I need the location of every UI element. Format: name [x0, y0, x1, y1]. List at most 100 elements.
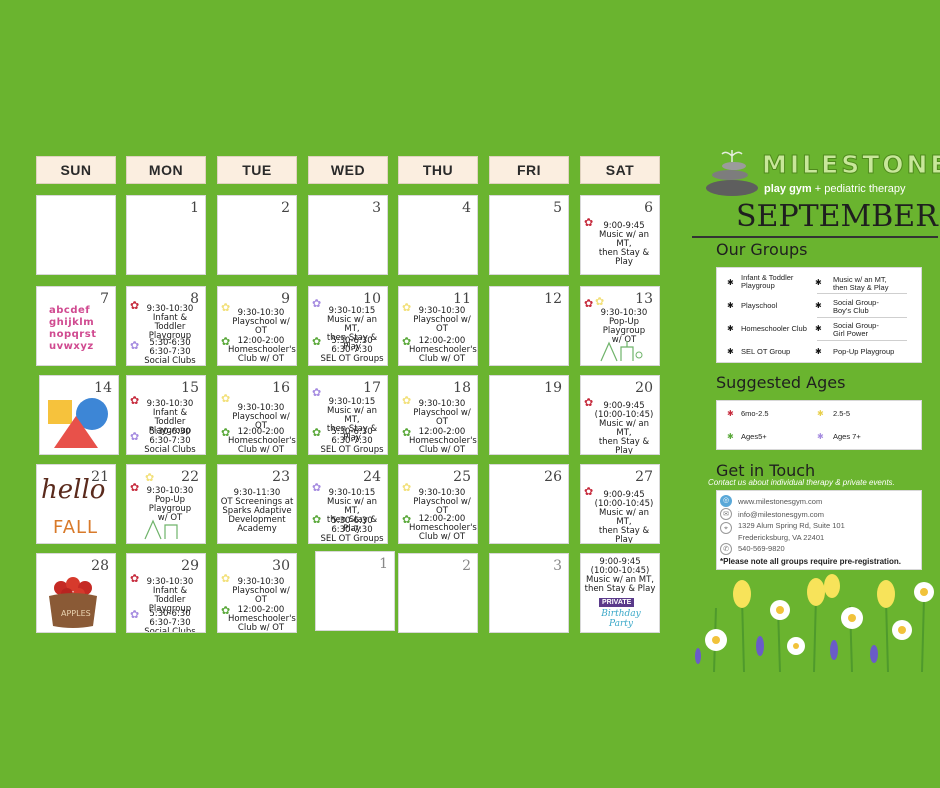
- event-text: 9:30-10:30 Playschool w/ OT: [232, 577, 290, 605]
- day-cell-24[interactable]: 24 ✿ 9:30-10:15 Music w/ an MT, then Sta…: [308, 464, 388, 544]
- day-number: 19: [544, 380, 562, 396]
- red-star-icon: ✱: [727, 409, 734, 418]
- day-cell-19[interactable]: 19: [489, 375, 569, 455]
- event-text: 5:30-6:30 6:30-7:30 SEL OT Groups: [320, 516, 384, 544]
- day-number: 12: [544, 291, 562, 307]
- group-label: Music w/ an MT, then Stay & Play: [833, 275, 889, 292]
- red-flower-icon: ✿: [130, 395, 140, 407]
- day-cell-26[interactable]: 26: [489, 464, 569, 544]
- day-cell-21[interactable]: 21 hello FALL: [36, 464, 116, 544]
- spring-flowers-icon: [695, 574, 934, 672]
- green-flower-icon: ✿: [402, 336, 412, 348]
- day-cell-23[interactable]: 23 9:30-11:30 OT Screenings at Sparks Ad…: [217, 464, 297, 544]
- day-cell-next-3[interactable]: 3: [489, 553, 569, 633]
- day-cell-28[interactable]: 28 APPLES: [36, 553, 116, 633]
- website-link[interactable]: www.milestonesgym.com: [738, 497, 823, 506]
- day-cell-3[interactable]: 3: [308, 195, 388, 275]
- day-cell-25[interactable]: 25 ✿ 9:30-10:30 Playschool w/ OT ✿ 12:00…: [398, 464, 478, 544]
- day-cell-27[interactable]: 27 ✿ 9:00-9:45 (10:00-10:45) Music w/ an…: [580, 464, 660, 544]
- day-cell-13[interactable]: 13 ✿ ✿ 9:30-10:30 Pop-Up Playgroup w/ OT: [580, 286, 660, 366]
- day-number: 4: [462, 200, 471, 216]
- yellow-flower-icon: ✿: [402, 482, 412, 494]
- day-cell-1[interactable]: 1: [126, 195, 206, 275]
- purple-flower-icon: ✿: [130, 609, 140, 621]
- day-cell-29[interactable]: 29 ✿ 9:30-10:30 Infant & Toddler Playgro…: [126, 553, 206, 633]
- day-cell-18[interactable]: 18 ✿ 9:30-10:30 Playschool w/ OT ✿ 12:00…: [398, 375, 478, 455]
- day-cell-14[interactable]: 14: [39, 375, 119, 455]
- event-text: 12:00-2:00 Homeschooler's Club w/ OT: [409, 427, 477, 455]
- day-cell-sat-event[interactable]: 9:00-9:45 (10:00-10:45) Music w/ an MT, …: [580, 553, 660, 633]
- day-number: 6: [644, 200, 653, 216]
- event-text: 9:00-9:45 (10:00-10:45) Music w/ an MT, …: [584, 557, 656, 594]
- day-header-wed: WED: [308, 156, 388, 184]
- event-text: 9:30-10:30 Playschool w/ OT: [232, 403, 290, 431]
- day-cell-empty: [36, 195, 116, 275]
- group-label: Playschool: [741, 301, 778, 310]
- group-label: SEL OT Group: [741, 347, 791, 356]
- day-cell-11[interactable]: 11 ✿ 9:30-10:30 Playschool w/ OT ✿ 12:00…: [398, 286, 478, 366]
- event-text: 9:30-10:30 Playschool w/ OT: [413, 399, 471, 427]
- star-icon: ✱: [727, 347, 734, 356]
- email-link[interactable]: info@milestonesgym.com: [738, 510, 824, 519]
- event-text: 5:30-6:30 6:30-7:30 SEL OT Groups: [320, 336, 384, 364]
- age-label: Ages5+: [741, 432, 767, 441]
- hello-fall-text: hello: [41, 475, 106, 505]
- yellow-flower-icon: ✿: [221, 302, 231, 314]
- green-flower-icon: ✿: [312, 427, 322, 439]
- day-cell-22[interactable]: 22 ✿ ✿ 9:30-10:30 Pop-Up Playgroup w/ OT: [126, 464, 206, 544]
- day-number: 29: [181, 558, 199, 574]
- purple-flower-icon: ✿: [312, 298, 322, 310]
- green-flower-icon: ✿: [312, 514, 322, 526]
- day-cell-10[interactable]: 10 ✿ 9:30-10:15 Music w/ an MT, then Sta…: [308, 286, 388, 366]
- day-cell-5[interactable]: 5: [489, 195, 569, 275]
- event-text: 9:30-10:30 Playschool w/ OT: [232, 308, 290, 336]
- event-text: 9:00-9:45 (10:00-10:45) Music w/ an MT, …: [594, 490, 654, 544]
- day-cell-12[interactable]: 12: [489, 286, 569, 366]
- yellow-star-icon: ✱: [817, 409, 824, 418]
- contact-box: [716, 490, 922, 570]
- day-cell-4[interactable]: 4: [398, 195, 478, 275]
- green-flower-icon: ✿: [402, 427, 412, 439]
- purple-flower-icon: ✿: [312, 387, 322, 399]
- green-flower-icon: ✿: [402, 514, 412, 526]
- event-text: 5:30-6:30 6:30-7:30 Social Clubs: [144, 609, 196, 633]
- month-title: SEPTEMBER: [736, 199, 938, 234]
- purple-flower-icon: ✿: [130, 431, 140, 443]
- stones-logo-icon: [706, 150, 758, 196]
- registration-note: *Please note all groups require pre-regi…: [720, 557, 901, 566]
- event-text: 12:00-2:00 Homeschooler's Club w/ OT: [228, 427, 296, 455]
- green-star-icon: ✱: [727, 432, 734, 441]
- event-text: 9:30-10:30 Playschool w/ OT: [413, 488, 471, 516]
- green-flower-icon: ✿: [221, 605, 231, 617]
- day-cell-2[interactable]: 2: [217, 195, 297, 275]
- green-flower-icon: ✿: [312, 336, 322, 348]
- alphabet-image: abcdef ghijklm nopqrst uvwxyz: [49, 305, 97, 352]
- day-number: 27: [635, 469, 653, 485]
- day-cell-next-2[interactable]: 2: [398, 553, 478, 633]
- star-icon: ✱: [815, 301, 822, 310]
- purple-flower-icon: ✿: [130, 340, 140, 352]
- brand-name: MILESTONES: [762, 150, 940, 180]
- groups-title: Our Groups: [716, 240, 808, 259]
- day-cell-20[interactable]: 20 ✿ 9:00-9:45 (10:00-10:45) Music w/ an…: [580, 375, 660, 455]
- location-icon: ⌖: [720, 522, 732, 534]
- phone-number[interactable]: 540-569-9820: [738, 544, 785, 553]
- day-number: 21: [91, 469, 109, 485]
- day-number: 2: [462, 558, 471, 574]
- day-cell-15[interactable]: 15 ✿ 9:30-10:30 Infant & Toddler Playgro…: [126, 375, 206, 455]
- day-cell-6[interactable]: 6 ✿ 9:00-9:45 Music w/ an MT, then Stay …: [580, 195, 660, 275]
- day-number: 3: [553, 558, 562, 574]
- day-cell-16[interactable]: 16 ✿ 9:30-10:30 Playschool w/ OT ✿ 12:00…: [217, 375, 297, 455]
- day-cell-17[interactable]: 17 ✿ 9:30-10:15 Music w/ an MT, then Sta…: [308, 375, 388, 455]
- day-cell-30[interactable]: 30 ✿ 9:30-10:30 Playschool w/ OT ✿ 12:00…: [217, 553, 297, 633]
- day-cell-8[interactable]: 8 ✿ 9:30-10:30 Infant & Toddler Playgrou…: [126, 286, 206, 366]
- day-cell-7[interactable]: 7 abcdef ghijklm nopqrst uvwxyz: [36, 286, 116, 366]
- event-text: 9:30-10:15 Music w/ an MT, then Stay & P…: [326, 306, 378, 352]
- day-cell-9[interactable]: 9 ✿ 9:30-10:30 Playschool w/ OT ✿ 12:00-…: [217, 286, 297, 366]
- day-cell-next-1[interactable]: 1: [315, 551, 395, 631]
- age-label: 6mo-2.5: [741, 409, 769, 418]
- mail-icon: ✉: [720, 508, 732, 520]
- group-label: Homeschooler Club: [741, 324, 807, 333]
- red-flower-icon: ✿: [130, 573, 140, 585]
- event-text: 9:30-10:30 Infant & Toddler Playgroup: [146, 304, 194, 341]
